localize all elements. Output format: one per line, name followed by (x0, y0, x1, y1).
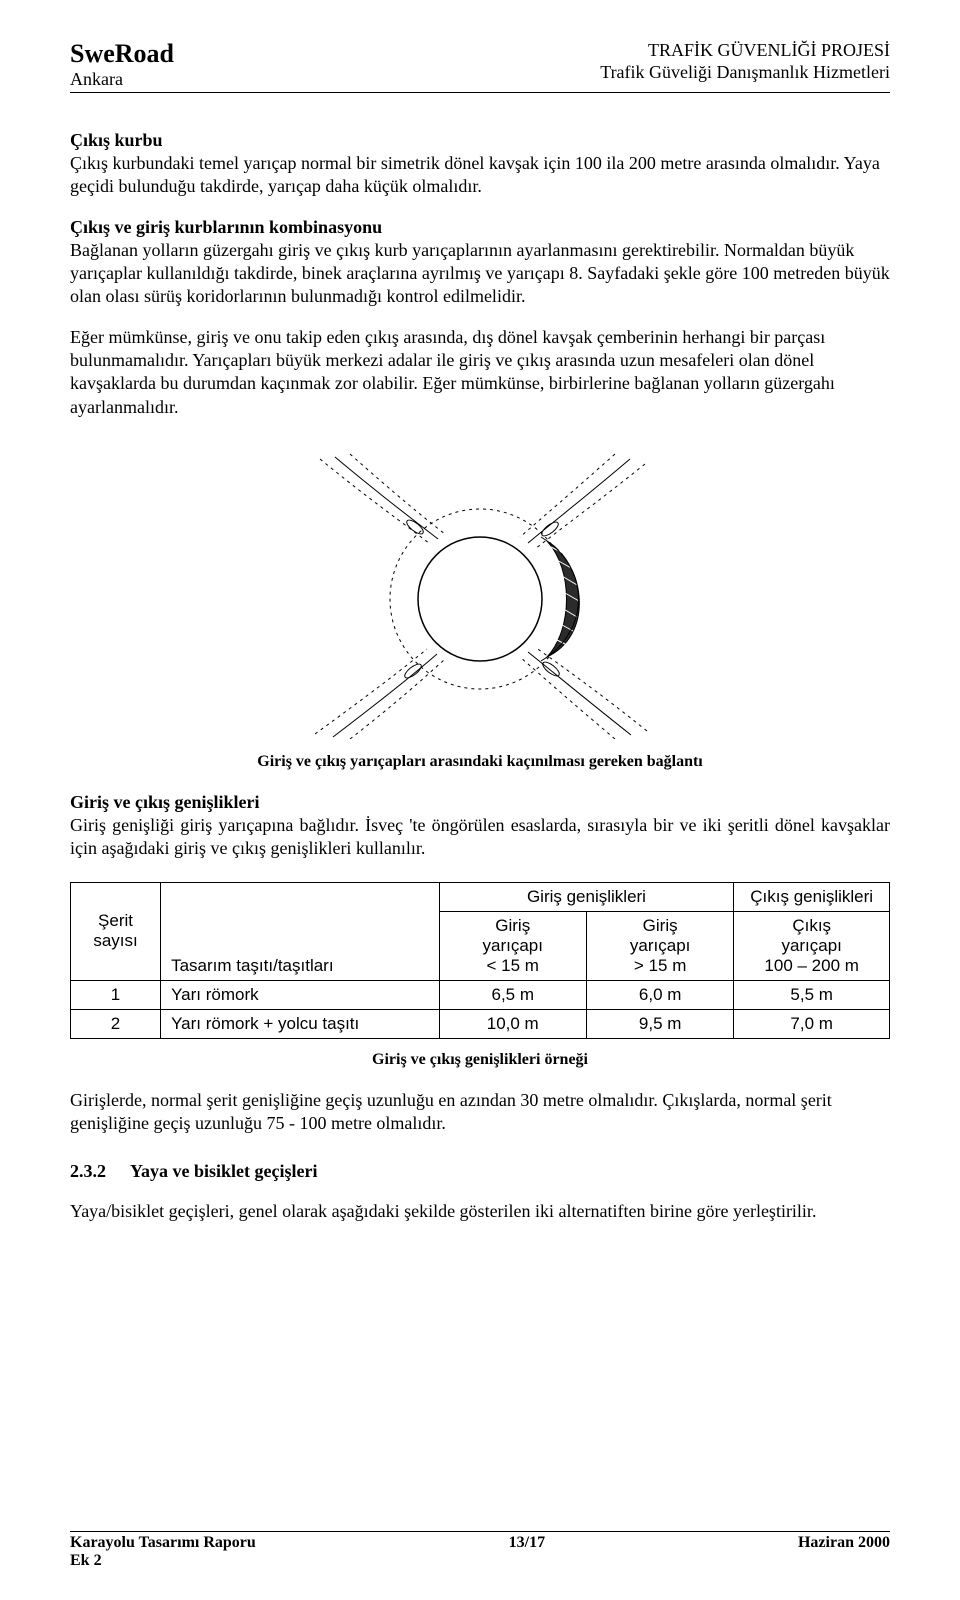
header-right: TRAFİK GÜVENLİĞİ PROJESİ Trafik Güveliği… (600, 40, 890, 83)
section-body: Bağlanan yolların güzergahı giriş ve çık… (70, 240, 890, 306)
cell-e2: 9,5 m (586, 1009, 733, 1038)
section-title: Giriş ve çıkış genişlikleri (70, 792, 260, 812)
table-header-text: Şerit sayısı (93, 911, 137, 950)
cell-x: 7,0 m (734, 1009, 890, 1038)
table-header-exit-r: Çıkışyarıçapı100 – 200 m (734, 911, 890, 980)
widths-table: Şerit sayısı Tasarım taşıtı/taşıtları Gi… (70, 882, 890, 1039)
paragraph-ped-bike: Yaya/bisiklet geçişleri, genel olarak aş… (70, 1200, 890, 1223)
cell-e2: 6,0 m (586, 980, 733, 1009)
table-header-vehicle: Tasarım taşıtı/taşıtları (161, 882, 439, 980)
table-header-text: Tasarım taşıtı/taşıtları (171, 956, 334, 975)
section-exit-curve: Çıkış kurbu Çıkış kurbundaki temel yarıç… (70, 129, 890, 198)
section-body: Giriş genişliği giriş yarıçapına bağlıdı… (70, 815, 890, 858)
footer-page-number: 13/17 (509, 1534, 545, 1570)
section-title: Çıkış ve giriş kurblarının kombinasyonu (70, 217, 382, 237)
project-subtitle: Trafik Güveliği Danışmanlık Hizmetleri (600, 62, 890, 84)
section-curve-combination: Çıkış ve giriş kurblarının kombinasyonu … (70, 216, 890, 308)
cell-lane: 2 (71, 1009, 161, 1038)
subsection-number: 2.3.2 (70, 1161, 106, 1182)
paragraph-transition: Girişlerde, normal şerit genişliğine geç… (70, 1089, 890, 1135)
header-left: SweRoad Ankara (70, 40, 174, 90)
table-row: 2 Yarı römork + yolcu taşıtı 10,0 m 9,5 … (71, 1009, 890, 1038)
footer-left: Karayolu Tasarımı Raporu Ek 2 (70, 1534, 256, 1570)
subsection-title: Yaya ve bisiklet geçişleri (130, 1161, 317, 1182)
page-footer: Karayolu Tasarımı Raporu Ek 2 13/17 Hazi… (70, 1531, 890, 1570)
paragraph-if-possible: Eğer mümkünse, giriş ve onu takip eden ç… (70, 326, 890, 418)
cell-vehicle: Yarı römork (161, 980, 439, 1009)
page-header: SweRoad Ankara TRAFİK GÜVENLİĞİ PROJESİ … (70, 40, 890, 93)
table-header-lane: Şerit sayısı (71, 882, 161, 980)
cell-vehicle: Yarı römork + yolcu taşıtı (161, 1009, 439, 1038)
table-header-entry-gt: Girişyarıçapı> 15 m (586, 911, 733, 980)
cell-e1: 10,0 m (439, 1009, 586, 1038)
roundabout-figure (70, 449, 890, 739)
table-header-entry-lt: Girişyarıçapı< 15 m (439, 911, 586, 980)
table-header-entry-group: Giriş genişlikleri (439, 882, 734, 911)
footer-date: Haziran 2000 (798, 1534, 890, 1570)
brand-name: SweRoad (70, 40, 174, 69)
subsection-heading: 2.3.2 Yaya ve bisiklet geçişleri (70, 1161, 890, 1182)
table-header-exit-group: Çıkış genişlikleri (734, 882, 890, 911)
section-entry-exit-widths: Giriş ve çıkış genişlikleri Giriş genişl… (70, 791, 890, 860)
cell-x: 5,5 m (734, 980, 890, 1009)
section-body: Çıkış kurbundaki temel yarıçap normal bi… (70, 153, 880, 196)
roundabout-diagram-icon (295, 449, 665, 739)
section-title: Çıkış kurbu (70, 130, 163, 150)
table-caption: Giriş ve çıkış genişlikleri örneği (70, 1051, 890, 1069)
project-title: TRAFİK GÜVENLİĞİ PROJESİ (600, 40, 890, 62)
footer-appendix: Ek 2 (70, 1552, 102, 1569)
brand-city: Ankara (70, 69, 174, 91)
table-row: 1 Yarı römork 6,5 m 6,0 m 5,5 m (71, 980, 890, 1009)
figure-caption: Giriş ve çıkış yarıçapları arasındaki ka… (70, 753, 890, 771)
cell-e1: 6,5 m (439, 980, 586, 1009)
cell-lane: 1 (71, 980, 161, 1009)
footer-report-title: Karayolu Tasarımı Raporu (70, 1534, 256, 1551)
